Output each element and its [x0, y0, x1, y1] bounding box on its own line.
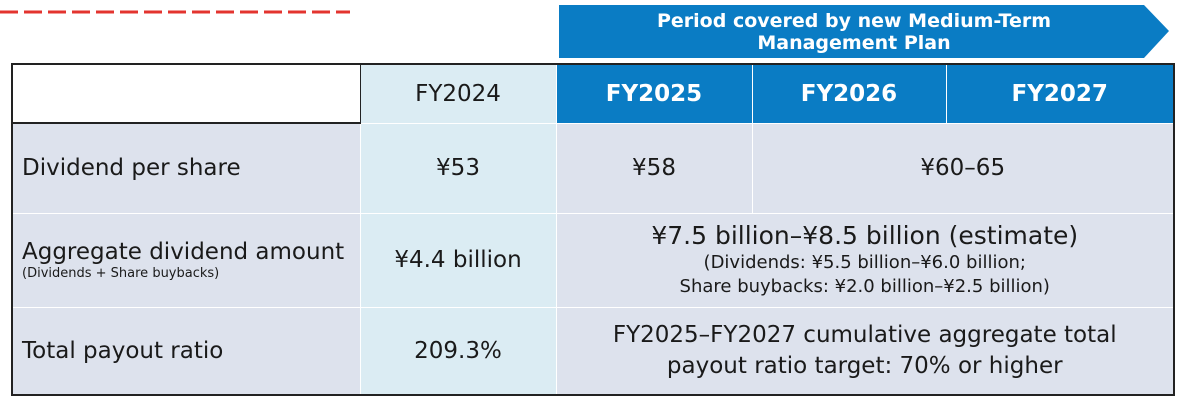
label-dividend-per-share: Dividend per share: [11, 122, 361, 214]
label-aggregate-dividend: Aggregate dividend amount: [22, 239, 345, 265]
label-aggregate-sublabel: (Dividends + Share buybacks): [22, 266, 220, 281]
header-blank-cell: [11, 63, 361, 124]
payout-plan-line1: FY2025–FY2027 cumulative aggregate total: [612, 321, 1117, 348]
banner-text: Period covered by new Medium-Term Manage…: [569, 10, 1159, 54]
aggregate-plan-sub2: Share buybacks: ¥2.0 billion–¥2.5 billio…: [679, 276, 1050, 297]
row-dividend-per-share: Dividend per share ¥53 ¥58 ¥60–65: [11, 122, 1175, 214]
banner-line2: Management Plan: [757, 31, 951, 54]
aggregate-fy2024: ¥4.4 billion: [359, 212, 557, 308]
label-aggregate-cell: Aggregate dividend amount (Dividends + S…: [11, 212, 361, 308]
payout-fy2024: 209.3%: [359, 306, 557, 396]
row-aggregate-dividend: Aggregate dividend amount (Dividends + S…: [11, 212, 1175, 308]
aggregate-plan-sub1: (Dividends: ¥5.5 billion–¥6.0 billion;: [703, 252, 1026, 273]
aggregate-plan-main: ¥7.5 billion–¥8.5 billion (estimate): [651, 221, 1079, 250]
top-red-accent-line: [0, 0, 350, 14]
header-fy2027: FY2027: [945, 63, 1175, 124]
dps-fy2026-2027: ¥60–65: [751, 122, 1175, 214]
red-accent-svg: [0, 10, 350, 14]
header-fy2024: FY2024: [359, 63, 557, 124]
row-total-payout: Total payout ratio 209.3% FY2025–FY2027 …: [11, 306, 1175, 396]
dividend-policy-table: FY2024 FY2025 FY2026 FY2027 Dividend per…: [11, 63, 1175, 396]
label-total-payout: Total payout ratio: [11, 306, 361, 396]
aggregate-plan-cell: ¥7.5 billion–¥8.5 billion (estimate) (Di…: [555, 212, 1175, 308]
dps-fy2025: ¥58: [555, 122, 753, 214]
header-row: FY2024 FY2025 FY2026 FY2027: [11, 63, 1175, 124]
header-fy2025: FY2025: [555, 63, 753, 124]
payout-plan-line2: payout ratio target: 70% or higher: [666, 352, 1063, 379]
payout-plan-cell: FY2025–FY2027 cumulative aggregate total…: [555, 306, 1175, 396]
header-fy2026: FY2026: [751, 63, 947, 124]
plan-period-banner: Period covered by new Medium-Term Manage…: [559, 5, 1169, 58]
banner-line1: Period covered by new Medium-Term: [656, 9, 1052, 32]
dps-fy2024: ¥53: [359, 122, 557, 214]
